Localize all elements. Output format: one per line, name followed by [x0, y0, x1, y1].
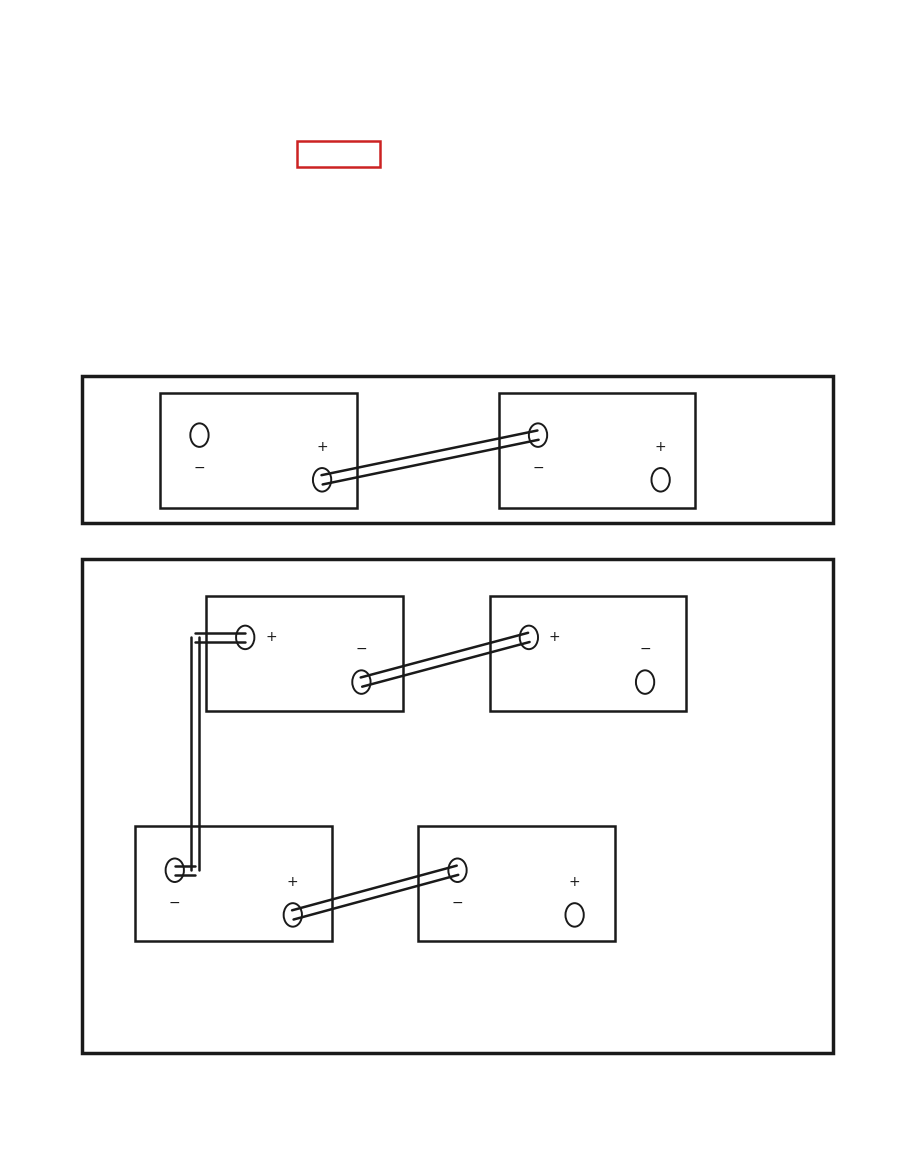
Text: +: + [549, 630, 561, 644]
Bar [160, 393, 357, 508]
Bar [135, 425, 241, 450]
Bar [206, 596, 403, 711]
Text: −: − [452, 896, 463, 910]
Text: +: + [317, 440, 328, 454]
Text: −: − [356, 642, 367, 656]
Bar [82, 559, 833, 1053]
Text: −: − [533, 461, 544, 475]
Text: +: + [265, 630, 277, 644]
Text: +: + [569, 875, 580, 889]
Bar [418, 826, 615, 941]
Bar [82, 376, 833, 523]
Text: −: − [194, 461, 205, 475]
Text: −: − [640, 642, 651, 656]
Text: +: + [655, 440, 666, 454]
Text: −: − [169, 896, 180, 910]
Text: +: + [287, 875, 298, 889]
Bar [135, 826, 332, 941]
Bar [499, 393, 695, 508]
Bar [297, 141, 380, 167]
Bar [490, 596, 686, 711]
